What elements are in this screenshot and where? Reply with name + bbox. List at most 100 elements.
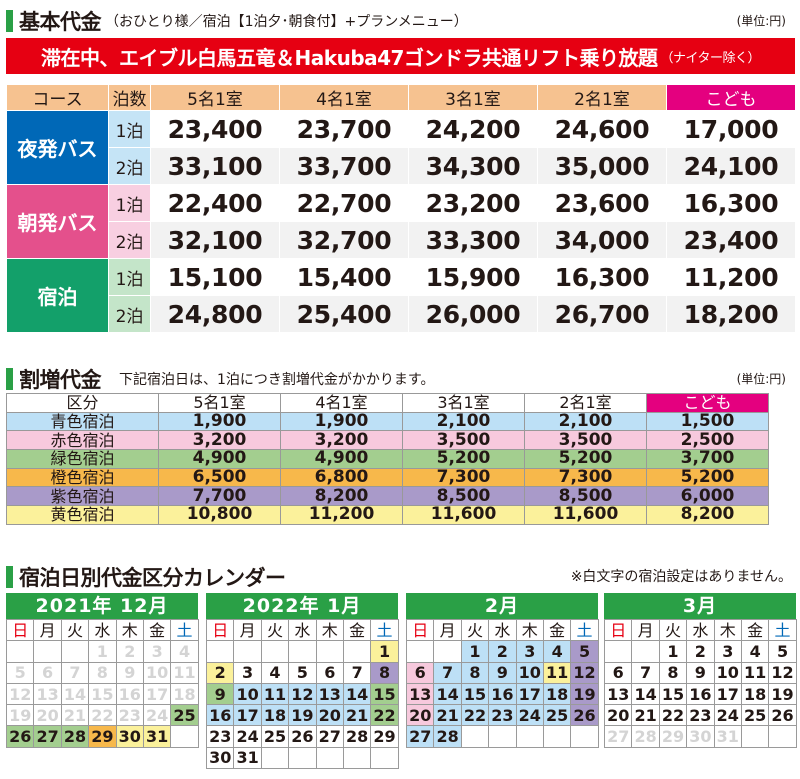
calendar-day: 20 xyxy=(405,704,435,727)
calendar-day: 8 xyxy=(88,661,117,684)
weekday-label: 水 xyxy=(288,618,317,642)
calendar-day xyxy=(315,640,344,663)
price-cell: 15,900 xyxy=(408,258,538,296)
week-row: 23 24 25 26 27 28 29 xyxy=(205,725,399,748)
column-header: 泊数 xyxy=(108,84,151,111)
calendar-day: 17 xyxy=(713,682,742,706)
calendar-day: 3 xyxy=(515,640,544,663)
nights-label: 1泊 xyxy=(108,110,151,148)
calendar-month: 2022年 1月日月火水木金土 1 2 3 4 5 6 7 8 9 10 11 12 13 14 15 16 17… xyxy=(205,593,399,770)
surcharge-cell: 7,300 xyxy=(524,467,647,488)
weekday-label: 土 xyxy=(370,618,399,642)
calendar-day: 8 xyxy=(460,661,490,684)
section-subtitle: 下記宿泊日は、1泊につき割増代金がかかります。 xyxy=(119,372,435,388)
calendar-day: 26 xyxy=(768,704,797,727)
calendar-day: 13 xyxy=(33,682,62,706)
price-cell: 24,600 xyxy=(537,110,667,148)
table-row: 夜発バス 1泊 23,400 23,700 24,200 24,600 17,000 xyxy=(6,110,796,185)
unit-label: (単位:円) xyxy=(736,14,786,28)
surcharge-cell: 6,000 xyxy=(646,486,769,507)
price-cell: 33,300 xyxy=(408,221,538,259)
calendar-day: 25 xyxy=(170,704,199,727)
calendar-day: 31 xyxy=(713,725,742,748)
calendar-day: 11 xyxy=(740,661,770,684)
unit-label: (単位:円) xyxy=(736,372,786,386)
table-row: 橙色宿泊 6,500 6,800 7,300 7,300 5,200 xyxy=(6,467,769,488)
table-row: 朝発バス 1泊 22,400 22,700 23,200 23,600 16,300 xyxy=(6,184,796,259)
price-cell: 18,200 xyxy=(666,295,796,333)
weekday-label: 水 xyxy=(88,618,117,642)
weekday-label: 土 xyxy=(170,618,199,642)
calendar-day xyxy=(205,640,235,663)
calendar-day: 16 xyxy=(205,704,235,727)
weekday-label: 木 xyxy=(713,618,742,642)
calendar-day: 21 xyxy=(631,704,660,727)
calendar-day: 26 xyxy=(288,725,317,748)
calendar-day: 9 xyxy=(686,661,715,684)
calendar-grid: 日月火水木金土 1 2 3 4 5 6 7 8 9 10 11 12 13 14 15 16 17 18 19 20 21… xyxy=(205,618,399,770)
weekday-label: 火 xyxy=(260,618,290,642)
calendar-day: 27 xyxy=(405,725,435,748)
calendar-day xyxy=(515,725,544,748)
calendar-day: 25 xyxy=(740,704,770,727)
price-cell: 35,000 xyxy=(537,147,667,185)
weekday-label: 日 xyxy=(5,618,35,642)
column-header: 3名1室 xyxy=(402,393,525,413)
surcharge-cell: 1,900 xyxy=(158,411,281,432)
calendar-day: 19 xyxy=(5,704,35,727)
weekday-label: 木 xyxy=(515,618,544,642)
calendar-grid: 日月火水木金土 1 2 3 4 5 6 7 8 9 10 11 12 13 14 15 16 17 18 19 20 21… xyxy=(5,618,199,748)
calendar-day xyxy=(740,725,770,748)
surcharge-cell: 3,200 xyxy=(158,430,281,451)
calendar-day: 9 xyxy=(488,661,517,684)
weekday-label: 金 xyxy=(542,618,572,642)
week-row: 13 14 15 16 17 18 19 xyxy=(405,682,599,706)
price-cell: 23,400 xyxy=(150,110,280,148)
section-marker xyxy=(6,566,13,588)
calendar-day: 4 xyxy=(170,640,199,663)
calendar-day: 30 xyxy=(686,725,715,748)
calendar-day: 13 xyxy=(603,682,633,706)
calendar-day: 4 xyxy=(740,640,770,663)
calendar-day: 28 xyxy=(433,725,462,748)
surcharge-cell: 4,900 xyxy=(158,449,281,469)
calendar-day: 25 xyxy=(260,725,290,748)
weekday-label: 月 xyxy=(433,618,462,642)
banner-note: （ナイター除く） xyxy=(660,50,760,66)
weekday-label: 水 xyxy=(686,618,715,642)
calendar-day: 27 xyxy=(603,725,633,748)
price-cell: 23,200 xyxy=(408,184,538,222)
calendar-month: 3月日月火水木金土 1 2 3 4 5 6 7 8 9 10 11 12 13 14 15 16 17 18 19 20… xyxy=(603,593,797,748)
weekday-label: 金 xyxy=(342,618,372,642)
surcharge-cell: 1,500 xyxy=(646,411,769,432)
price-cell: 24,800 xyxy=(150,295,280,333)
weekday-row: 日月火水木金土 xyxy=(205,618,399,642)
calendar-day: 15 xyxy=(658,682,688,706)
price-cell: 15,400 xyxy=(279,258,409,296)
calendar-day xyxy=(603,640,633,663)
surcharge-heading: 割増代金 下記宿泊日は、1泊につき割増代金がかかります。 xyxy=(6,364,435,394)
table-row: 宿泊 1泊 15,100 15,400 15,900 16,300 11,200 xyxy=(6,258,796,333)
calendar-day xyxy=(460,725,490,748)
week-row: 9 10 11 12 13 14 15 xyxy=(205,682,399,706)
calendar-day: 1 xyxy=(88,640,117,663)
calendar-day: 6 xyxy=(603,661,633,684)
calendar-day: 17 xyxy=(515,682,544,706)
surcharge-cell: 3,500 xyxy=(524,430,647,451)
calendar-month: 2021年 12月日月火水木金土 1 2 3 4 5 6 7 8 9 10 11 12 13 14 15 16 1… xyxy=(5,593,199,748)
weekday-label: 木 xyxy=(115,618,144,642)
calendar-day xyxy=(768,725,797,748)
week-row: 6 7 8 9 10 11 12 xyxy=(603,661,797,684)
surcharge-cell: 3,700 xyxy=(646,449,769,469)
calendar-day: 15 xyxy=(370,682,399,706)
weekday-label: 日 xyxy=(603,618,633,642)
surcharge-cell: 8,500 xyxy=(524,486,647,507)
calendar-month: 2月日月火水木金土 1 2 3 4 5 6 7 8 9 10 11 12 13 14 15 16 17 18 19 20… xyxy=(405,593,599,748)
calendar-day: 3 xyxy=(233,661,262,684)
calendar-day: 10 xyxy=(142,661,172,684)
table-row: 2泊 24,800 25,400 26,000 26,700 18,200 xyxy=(7,295,796,333)
calendar-day: 31 xyxy=(233,746,262,770)
calendar-grid: 日月火水木金土 1 2 3 4 5 6 7 8 9 10 11 12 13 14 15 16 17 18 19 20 21… xyxy=(405,618,599,748)
price-cell: 34,300 xyxy=(408,147,538,185)
